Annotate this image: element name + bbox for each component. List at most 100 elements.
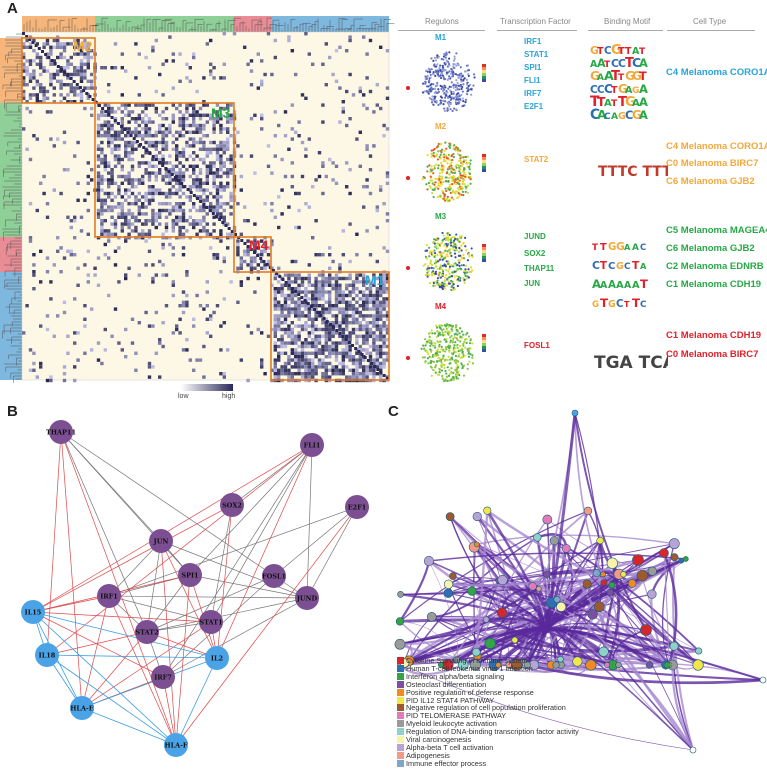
- svg-text:G: G: [590, 69, 600, 83]
- network-node-label: IL18: [39, 651, 56, 659]
- enrichment-node: [556, 601, 567, 612]
- svg-text:C: C: [616, 299, 623, 310]
- enrichment-node: [600, 571, 606, 578]
- tf-label: JUND: [524, 232, 546, 241]
- legend-item: Human T-cell leukemia virus 1 infection: [397, 664, 533, 673]
- enrichment-node: [482, 616, 490, 623]
- colorbar-low-label: low: [178, 393, 189, 400]
- svg-text:C: C: [611, 57, 619, 70]
- svg-text:C: C: [590, 107, 600, 123]
- svg-text:G: G: [608, 242, 616, 253]
- svg-text:T: T: [611, 69, 620, 84]
- tf-label: STAT2: [524, 155, 549, 164]
- regulon-tsne-plots: [406, 51, 486, 383]
- enrichment-node: [627, 579, 637, 588]
- enrichment-node: [689, 746, 697, 754]
- dendro-top-m4: [234, 16, 271, 32]
- network-node: HLA-E: [70, 696, 94, 720]
- regulon-label-m3: M3: [435, 212, 447, 221]
- legend-label: Osteoclast differentiation: [406, 679, 487, 689]
- svg-text:A: A: [639, 95, 648, 109]
- svg-text:A: A: [592, 277, 601, 291]
- svg-text:C: C: [597, 84, 605, 96]
- svg-text:C: C: [618, 57, 626, 70]
- svg-text:C: C: [640, 243, 646, 253]
- enrichment-node: [497, 574, 508, 586]
- svg-text:C: C: [604, 45, 612, 57]
- network-node-label: E2F1: [348, 503, 367, 511]
- header-line-tf: [497, 30, 577, 31]
- enrichment-node: [659, 548, 669, 558]
- legend-swatch: [397, 657, 404, 664]
- legend-label: Viral carcinogenesis: [406, 735, 472, 744]
- svg-text:A: A: [624, 280, 632, 291]
- enrichment-node: [695, 647, 703, 655]
- legend-item: Myeloid leukocyte activation: [397, 719, 497, 728]
- svg-text:A: A: [597, 73, 604, 83]
- tf-label: FLI1: [524, 76, 541, 85]
- network-node: JUND: [295, 586, 319, 610]
- network-node: IL2: [205, 646, 229, 670]
- enrichment-node: [669, 641, 679, 651]
- svg-text:G: G: [592, 300, 599, 310]
- legend-swatch: [397, 728, 404, 736]
- legend-label: Alpha-beta T cell activation: [406, 742, 494, 752]
- module-box-m1: [270, 271, 390, 381]
- legend-swatch: [397, 680, 404, 688]
- dendro-left-m2: [0, 38, 22, 103]
- enrichment-node: [484, 637, 496, 650]
- enrichment-node: [593, 601, 605, 613]
- module-box-m2: [21, 37, 96, 104]
- network-node: IL18: [35, 643, 59, 667]
- network-node: SPI1: [178, 563, 202, 587]
- dendro-top-m2: [22, 16, 95, 32]
- legend-item: Alpha-beta T cell activation: [397, 743, 493, 752]
- svg-text:A: A: [600, 280, 608, 291]
- header-line-celltype: [667, 30, 755, 31]
- network-node-label: SPI1: [181, 571, 198, 579]
- legend-item: PID TELOMERASE PATHWAY: [397, 711, 506, 720]
- legend-label: Negative regulation of cell population p…: [406, 703, 566, 713]
- enrichment-node: [549, 536, 559, 546]
- enrichment-node: [596, 536, 604, 545]
- enrichment-node: [552, 661, 560, 669]
- enrichment-node: [449, 572, 457, 580]
- svg-text:T: T: [632, 296, 641, 310]
- svg-text:C: C: [640, 300, 646, 310]
- svg-text:C: C: [608, 261, 615, 272]
- svg-text:T: T: [640, 277, 648, 291]
- enrichment-node: [426, 612, 437, 622]
- enrichment-node: [483, 506, 492, 515]
- network-node-label: JUN: [153, 537, 169, 545]
- module-label-m3: M3: [211, 105, 231, 121]
- svg-text:G: G: [590, 44, 599, 57]
- enrichment-node: [668, 538, 680, 550]
- enrichment-node: [663, 661, 671, 669]
- svg-text:T: T: [604, 60, 611, 70]
- enrichment-node: [445, 512, 455, 521]
- network-node: E2F1: [345, 495, 369, 519]
- motif-stat2: TTTC TTTC: [598, 164, 668, 180]
- dendro-left-m4: [0, 237, 22, 272]
- svg-text:A: A: [640, 261, 647, 271]
- regulon-label-m2: M2: [435, 122, 447, 131]
- svg-text:T: T: [639, 47, 646, 57]
- colorbar: [181, 384, 233, 391]
- enrichment-node: [645, 661, 654, 669]
- svg-text:C: C: [624, 262, 630, 272]
- legend-label: Positive regulation of defense response: [406, 687, 534, 697]
- svg-text:T: T: [632, 260, 640, 272]
- svg-text:T: T: [600, 261, 607, 272]
- enrichment-node: [472, 511, 482, 522]
- network-node: FOSL1: [262, 564, 286, 588]
- svg-text:T: T: [611, 98, 618, 109]
- tf-label: SPI1: [524, 63, 542, 72]
- svg-text:G: G: [625, 95, 636, 110]
- network-node-label: IRF7: [154, 673, 172, 681]
- enrichment-node: [600, 579, 608, 587]
- legend-item: Osteoclast differentiation: [397, 680, 486, 689]
- enrichment-node: [543, 570, 551, 578]
- dendro-left-m3: [0, 103, 22, 237]
- legend-label: Myeloid leukocyte activation: [406, 719, 497, 729]
- network-node: IL15: [21, 600, 45, 624]
